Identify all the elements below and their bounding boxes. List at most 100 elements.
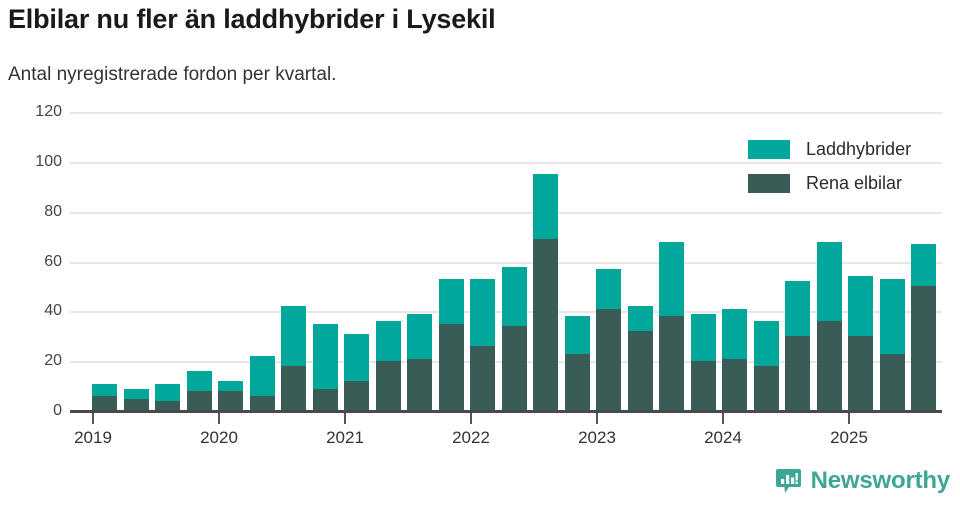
legend-item-laddhybrider[interactable]: Laddhybrider: [748, 132, 948, 166]
bar-segment-laddhybrider: [627, 306, 653, 332]
legend-swatch-laddhybrider: [748, 139, 790, 159]
x-tick-label: 2021: [326, 428, 364, 447]
x-tick: [596, 413, 598, 424]
bar-segment-laddhybrider: [438, 278, 464, 324]
bar-group[interactable]: [659, 241, 684, 411]
y-tick-label: 0: [53, 402, 62, 419]
bar-group[interactable]: [281, 306, 306, 411]
bar-segment-rena-elbilar: [879, 353, 905, 411]
newsworthy-logo[interactable]: Newsworthy: [775, 467, 950, 495]
bar-segment-laddhybrider: [848, 276, 873, 337]
bar-group[interactable]: [344, 333, 369, 411]
bar-group[interactable]: [186, 371, 212, 411]
x-tick: [848, 413, 850, 424]
legend-label-rena-elbilar: Rena elbilar: [806, 172, 903, 193]
gridline: [70, 261, 942, 264]
legend-item-rena-elbilar[interactable]: Rena elbilar: [748, 166, 948, 200]
bar-chart-bubble-icon: [775, 468, 802, 495]
bar-segment-laddhybrider: [722, 308, 747, 359]
bar-group[interactable]: [218, 381, 243, 411]
bar-segment-rena-elbilar: [92, 396, 117, 411]
bar-segment-laddhybrider: [407, 313, 432, 359]
x-tick-label: 2020: [200, 428, 238, 447]
bar-group[interactable]: [155, 383, 180, 411]
y-axis-labels: 0 20 40 60 80 100 120: [0, 103, 62, 419]
bar-segment-rena-elbilar: [816, 321, 842, 411]
bar-segment-laddhybrider: [375, 321, 401, 362]
bar-segment-rena-elbilar: [375, 361, 401, 411]
legend-swatch-rena-elbilar: [748, 173, 790, 193]
bar-segment-laddhybrider: [155, 383, 180, 402]
bar-group[interactable]: [92, 383, 117, 411]
bar-segment-rena-elbilar: [312, 388, 338, 411]
bar-group[interactable]: [501, 266, 527, 411]
bar-segment-rena-elbilar: [218, 391, 243, 411]
bar-segment-rena-elbilar: [438, 323, 464, 411]
bar-segment-laddhybrider: [501, 266, 527, 327]
bar-segment-laddhybrider: [344, 333, 369, 382]
x-tick-label: 2022: [452, 428, 490, 447]
bar-group[interactable]: [753, 321, 779, 411]
bar-segment-laddhybrider: [470, 278, 495, 347]
bar-group[interactable]: [312, 323, 338, 411]
bar-segment-rena-elbilar: [249, 396, 275, 411]
bar-segment-laddhybrider: [186, 371, 212, 392]
x-tick-label: 2019: [74, 428, 112, 447]
x-axis-ticks: [70, 413, 942, 427]
bar-segment-rena-elbilar: [753, 366, 779, 411]
bar-segment-rena-elbilar: [501, 326, 527, 411]
bar-segment-laddhybrider: [690, 313, 716, 362]
bar-segment-laddhybrider: [911, 244, 936, 287]
x-tick: [722, 413, 724, 424]
y-tick-label: 120: [35, 103, 62, 120]
brand-name: Newsworthy: [810, 467, 951, 494]
bar-group[interactable]: [533, 174, 558, 411]
bar-segment-rena-elbilar: [564, 353, 590, 411]
bar-segment-laddhybrider: [123, 388, 149, 399]
bar-segment-laddhybrider: [753, 321, 779, 367]
bar-segment-rena-elbilar: [627, 331, 653, 411]
bar-group[interactable]: [596, 268, 621, 411]
bar-segment-laddhybrider: [218, 381, 243, 392]
bar-segment-rena-elbilar: [123, 398, 149, 411]
bar-group[interactable]: [564, 316, 590, 411]
bar-group[interactable]: [848, 276, 873, 411]
bar-segment-laddhybrider: [879, 278, 905, 354]
bar-segment-rena-elbilar: [470, 346, 495, 411]
chart-legend: Laddhybrider Rena elbilar: [748, 132, 948, 200]
bar-segment-rena-elbilar: [596, 308, 621, 411]
bar-group[interactable]: [249, 356, 275, 411]
y-tick-label: 100: [35, 152, 62, 170]
gridline: [70, 161, 942, 164]
bar-segment-rena-elbilar: [407, 358, 432, 411]
gridline: [70, 112, 942, 114]
bar-segment-laddhybrider: [312, 323, 338, 389]
legend-label-laddhybrider: Laddhybrider: [806, 138, 912, 159]
bar-segment-laddhybrider: [659, 241, 684, 317]
bar-segment-rena-elbilar: [911, 286, 936, 411]
bar-group[interactable]: [879, 278, 905, 411]
bar-segment-rena-elbilar: [722, 358, 747, 411]
bar-segment-laddhybrider: [249, 356, 275, 397]
bar-group[interactable]: [470, 278, 495, 411]
bar-group[interactable]: [690, 313, 716, 411]
bar-segment-laddhybrider: [785, 281, 810, 337]
bar-group[interactable]: [375, 321, 401, 411]
gridline: [70, 211, 942, 214]
y-tick-label: 40: [44, 302, 62, 320]
bar-group[interactable]: [123, 388, 149, 411]
bar-group[interactable]: [911, 244, 936, 411]
bar-group[interactable]: [627, 306, 653, 411]
bar-group[interactable]: [438, 278, 464, 411]
x-tick: [218, 413, 220, 424]
bar-group[interactable]: [722, 308, 747, 411]
bar-group[interactable]: [407, 313, 432, 411]
bar-segment-rena-elbilar: [155, 401, 180, 411]
bar-segment-rena-elbilar: [533, 239, 558, 411]
bar-group[interactable]: [816, 241, 842, 411]
bar-group[interactable]: [785, 281, 810, 411]
chart-subtitle: Antal nyregistrerade fordon per kvartal.: [8, 64, 337, 85]
x-tick-label: 2023: [578, 428, 616, 447]
bar-segment-laddhybrider: [564, 316, 590, 354]
